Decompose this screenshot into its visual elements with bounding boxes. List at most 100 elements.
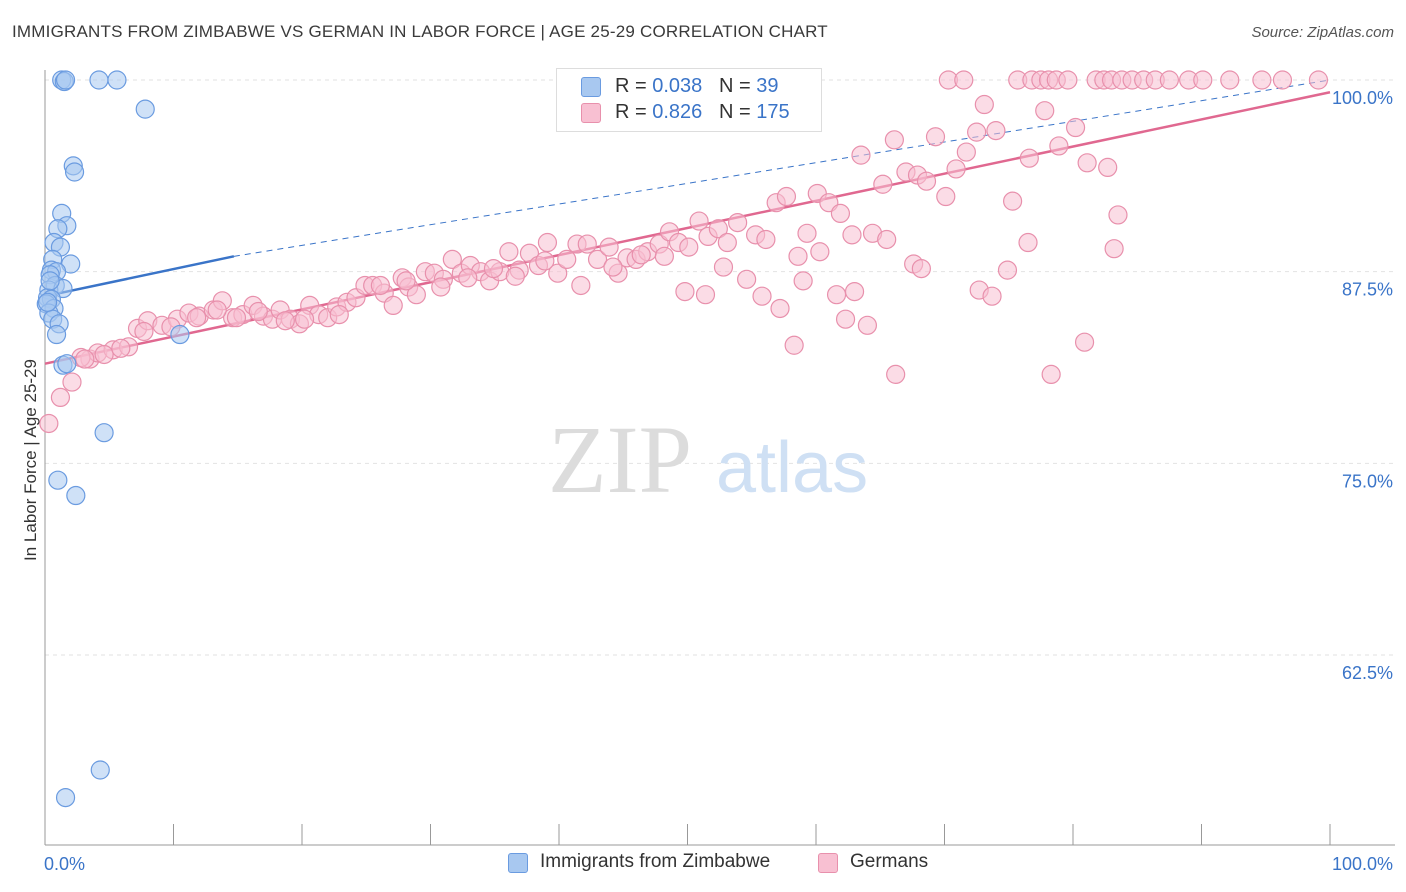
bottom-legend-label: Immigrants from Zimbabwe bbox=[540, 851, 771, 872]
data-point bbox=[571, 275, 591, 296]
data-point bbox=[776, 186, 797, 207]
data-point bbox=[406, 285, 426, 305]
data-point bbox=[383, 295, 403, 315]
data-point bbox=[39, 413, 59, 434]
data-point bbox=[1104, 239, 1124, 259]
data-point bbox=[1041, 364, 1061, 384]
data-point bbox=[1272, 70, 1293, 90]
data-point bbox=[458, 268, 478, 288]
legend-n-value: 39 bbox=[756, 75, 779, 97]
data-point bbox=[770, 298, 790, 319]
data-point bbox=[1058, 70, 1078, 90]
data-point bbox=[599, 237, 619, 257]
data-point bbox=[207, 300, 227, 320]
data-point bbox=[1098, 157, 1118, 177]
correlation-legend: R = 0.038 N = 39 R = 0.826 N = 175 bbox=[556, 68, 822, 132]
data-point bbox=[654, 246, 674, 266]
data-point bbox=[675, 282, 695, 302]
data-point bbox=[851, 145, 871, 165]
bottom-legend-label: Germans bbox=[850, 851, 929, 872]
data-point bbox=[1003, 191, 1023, 211]
chart-source: Source: ZipAtlas.com bbox=[1251, 24, 1394, 41]
data-point bbox=[37, 292, 58, 312]
data-point bbox=[810, 242, 830, 262]
data-point bbox=[548, 263, 568, 283]
y-tick-label: 75.0% bbox=[1342, 471, 1393, 491]
tick-labels: 100.0% 87.5% 75.0% 62.5% 0.0% 100.0% bbox=[44, 88, 1393, 874]
data-point bbox=[717, 232, 737, 253]
data-point bbox=[275, 311, 295, 331]
data-point bbox=[884, 130, 904, 150]
data-point bbox=[728, 213, 748, 233]
data-point bbox=[797, 223, 817, 243]
data-point bbox=[75, 349, 95, 369]
data-point bbox=[134, 321, 154, 342]
data-point bbox=[826, 285, 847, 305]
data-point bbox=[1252, 70, 1272, 90]
data-point bbox=[708, 219, 728, 239]
data-point bbox=[107, 70, 127, 90]
data-point bbox=[974, 94, 994, 115]
data-point bbox=[873, 174, 893, 194]
data-points bbox=[36, 70, 1329, 808]
data-point bbox=[483, 259, 504, 279]
data-point bbox=[111, 338, 131, 358]
axes bbox=[44, 70, 1395, 846]
data-point bbox=[695, 285, 716, 305]
trend-line-zimbabwe bbox=[44, 255, 235, 298]
data-point bbox=[713, 257, 734, 277]
data-point bbox=[226, 308, 247, 328]
data-point bbox=[94, 423, 114, 443]
data-point bbox=[50, 387, 71, 407]
data-point bbox=[1193, 70, 1213, 90]
data-point bbox=[946, 159, 966, 179]
data-point bbox=[877, 229, 897, 250]
data-point bbox=[1018, 232, 1038, 253]
data-point bbox=[89, 70, 109, 90]
data-point bbox=[94, 344, 114, 365]
data-point bbox=[577, 234, 597, 254]
data-point bbox=[587, 249, 608, 269]
data-point bbox=[557, 249, 577, 269]
data-point bbox=[793, 271, 813, 291]
data-point bbox=[46, 324, 67, 345]
data-point bbox=[294, 309, 315, 329]
y-axis-label: In Labor Force | Age 25-29 bbox=[21, 359, 40, 561]
data-point bbox=[48, 470, 68, 490]
data-point bbox=[603, 257, 623, 277]
bottom-legend-swatch-germans bbox=[818, 853, 838, 873]
data-point bbox=[631, 245, 651, 265]
data-point bbox=[752, 286, 772, 306]
data-point bbox=[886, 364, 906, 384]
data-point bbox=[954, 70, 974, 90]
data-point bbox=[499, 242, 519, 262]
watermark: ZIP atlas bbox=[548, 406, 868, 513]
data-point bbox=[967, 122, 987, 142]
data-point bbox=[1108, 205, 1128, 225]
data-point bbox=[936, 186, 956, 207]
y-tick-label: 62.5% bbox=[1342, 663, 1393, 683]
data-point bbox=[90, 760, 110, 780]
data-point bbox=[788, 246, 808, 266]
data-point bbox=[66, 485, 86, 506]
legend-swatch-germans bbox=[581, 103, 601, 123]
data-point bbox=[842, 225, 862, 245]
legend-r-value: 0.038 bbox=[652, 75, 703, 97]
data-point bbox=[135, 99, 155, 119]
data-point bbox=[835, 309, 856, 329]
data-point bbox=[537, 232, 558, 253]
data-point bbox=[1019, 148, 1039, 168]
watermark-zip: ZIP bbox=[548, 406, 692, 513]
bottom-legend-swatch-zimbabwe bbox=[508, 853, 528, 873]
data-point bbox=[911, 259, 931, 279]
legend-r-label: R = bbox=[615, 75, 647, 97]
legend-n-value: 175 bbox=[756, 101, 790, 123]
data-point bbox=[830, 203, 851, 223]
data-point bbox=[1035, 101, 1055, 121]
legend-n-label: N = bbox=[718, 101, 751, 123]
data-point bbox=[1220, 70, 1240, 90]
data-point bbox=[55, 787, 76, 808]
data-point bbox=[784, 335, 804, 355]
data-point bbox=[679, 237, 699, 257]
